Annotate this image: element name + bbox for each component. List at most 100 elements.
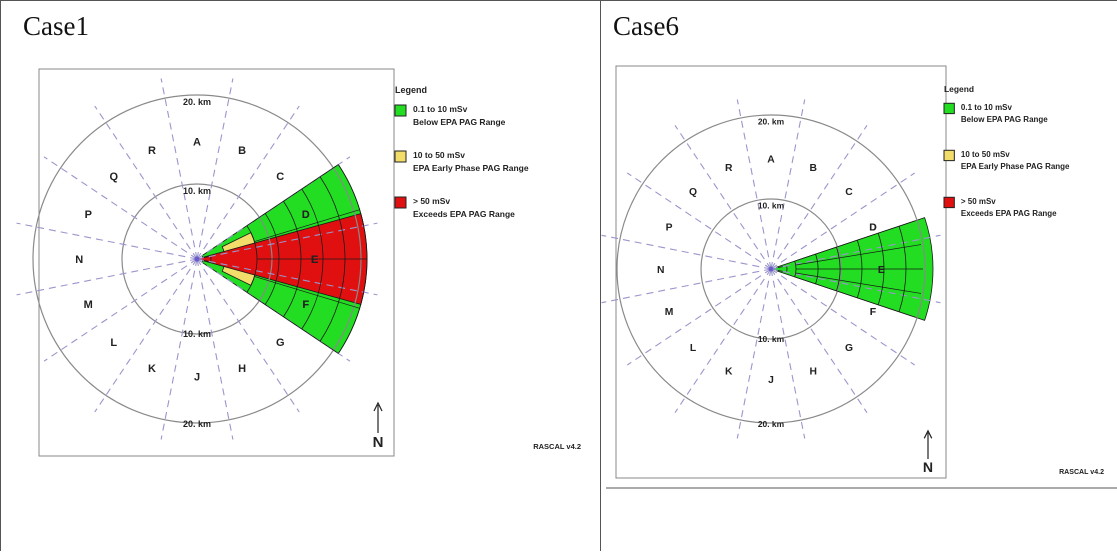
case1-ring-label-outer-bottom: 20. km bbox=[183, 419, 211, 429]
case6-radial-line bbox=[770, 99, 806, 270]
case1-sector-label-P: P bbox=[85, 209, 92, 221]
case6-sector-label-J: J bbox=[768, 375, 774, 386]
case6-sector-label-P: P bbox=[666, 223, 673, 234]
case6-ring-label-inner-top: 10. km bbox=[758, 200, 784, 210]
case1-legend-title: Legend bbox=[395, 85, 427, 95]
case1-radial-line bbox=[43, 156, 198, 260]
case1-radial-line bbox=[43, 258, 198, 362]
case6-sector-label-F: F bbox=[870, 307, 876, 318]
case6-sector-label-E-overlay: E bbox=[878, 265, 885, 276]
case1-legend-range-1: 0.1 to 10 mSv bbox=[413, 104, 468, 114]
case6-legend-desc-1: Below EPA PAG Range bbox=[961, 115, 1048, 124]
case1-radial-line bbox=[196, 258, 351, 362]
case6-sector-label-E: E bbox=[878, 265, 885, 276]
case6-title: Case6 bbox=[613, 11, 679, 41]
case1-sector-label-A: A bbox=[193, 136, 201, 148]
case1-sector-label-L: L bbox=[110, 337, 117, 349]
case1-sector-label-B: B bbox=[238, 145, 246, 157]
case6-north-arrowhead-icon bbox=[923, 429, 933, 439]
case1-sector-label-N: N bbox=[75, 254, 83, 266]
case6-release-point-icon bbox=[768, 266, 774, 272]
case6-radial-line bbox=[736, 99, 772, 270]
case1-radial-line bbox=[16, 222, 198, 260]
case6-legend-swatch-2 bbox=[943, 149, 955, 162]
case1-legend-desc-1: Below EPA PAG Range bbox=[413, 117, 506, 127]
case1-legend-range-2: 10 to 50 mSv bbox=[413, 150, 465, 160]
case6-radial-line bbox=[674, 268, 772, 413]
case1-radial-line bbox=[196, 258, 300, 413]
case1-plume-grid-ray bbox=[254, 209, 360, 242]
case6-sector-label-D-overlay: D bbox=[869, 223, 877, 234]
case1-ring-label-inner-top: 10. km bbox=[183, 186, 211, 196]
case1-sector-label-J: J bbox=[194, 372, 200, 384]
case6-sector-label-Q: Q bbox=[689, 187, 697, 198]
case6-radial-line bbox=[770, 234, 941, 270]
case6-legend-range-2: 10 to 50 mSv bbox=[961, 150, 1010, 159]
case6-sector-label-G: G bbox=[845, 343, 853, 354]
case1-radial-line bbox=[160, 78, 198, 260]
case1-sector-label-E: E bbox=[311, 254, 318, 266]
case6-radial-line bbox=[770, 268, 915, 366]
case6-plume-sector-1 bbox=[773, 265, 788, 273]
case6-sector-label-B: B bbox=[809, 163, 816, 174]
case6-sector-label-L: L bbox=[690, 343, 696, 354]
case6-sector-label-H: H bbox=[809, 367, 816, 378]
case6-plume-grid-ray bbox=[794, 220, 916, 262]
case1-radial-line bbox=[196, 156, 351, 260]
case1-sector-label-D-overlay: D bbox=[302, 209, 310, 221]
case6-plume-diagram: A B C D E F G H J K L M N P Q R 20. km 10. km 10. km 20. km… bbox=[601, 65, 1117, 489]
case6-radial-line bbox=[601, 234, 772, 270]
case6-radial-line bbox=[674, 125, 772, 270]
case1-radial-line bbox=[196, 258, 378, 296]
case1-plume-grid-ray bbox=[246, 292, 339, 354]
case1-legend-swatch-3 bbox=[394, 196, 407, 209]
case1-north-label: N bbox=[373, 434, 384, 451]
case6-ring-label-outer-top: 20. km bbox=[758, 116, 784, 126]
case6-radial-line bbox=[770, 268, 868, 413]
case6-legend-range-3: > 50 mSv bbox=[961, 197, 996, 206]
case6-map-frame bbox=[615, 65, 947, 479]
case1-radial-line bbox=[160, 258, 198, 440]
case6-radial-line bbox=[770, 268, 806, 439]
case6-sector-label-N: N bbox=[657, 265, 664, 276]
case6-sector-label-F-overlay: F bbox=[870, 307, 876, 318]
case1-map-frame bbox=[38, 68, 395, 457]
case6-legend-swatch-1 bbox=[943, 102, 955, 115]
case1-radial-line bbox=[196, 105, 300, 260]
case6-ring-20km bbox=[616, 114, 926, 424]
case1-sector-label-K: K bbox=[148, 363, 156, 375]
case1-radial-line bbox=[196, 258, 234, 440]
case1-sector-label-H: H bbox=[238, 363, 246, 375]
case1-version-label: RASCAL v4.2 bbox=[533, 442, 581, 451]
case6-version-label: RASCAL v4.2 bbox=[1059, 469, 1104, 476]
case6-legend-range-1: 0.1 to 10 mSv bbox=[961, 103, 1013, 112]
case6-ring-label-inner-bottom: 10. km bbox=[758, 334, 784, 344]
case1-legend-desc-3: Exceeds EPA PAG Range bbox=[413, 209, 515, 219]
case6-plume-grid-ray bbox=[795, 244, 922, 266]
case6-radial-line bbox=[601, 268, 772, 304]
case6-legend-title: Legend bbox=[944, 84, 974, 94]
case1-radial-line bbox=[196, 78, 234, 260]
case1-sector-label-C: C bbox=[276, 171, 284, 183]
case6-sector-label-D: D bbox=[869, 223, 877, 234]
case6-legend-desc-3: Exceeds EPA PAG Range bbox=[961, 209, 1057, 218]
case6-legend-desc-2: EPA Early Phase PAG Range bbox=[961, 162, 1070, 171]
case6-radial-line bbox=[736, 268, 772, 439]
case1-ring-label-outer-top: 20. km bbox=[183, 97, 211, 107]
case1-sector-label-G: G bbox=[276, 337, 285, 349]
case1-radial-line bbox=[94, 258, 198, 413]
case1-plume-diagram: A B C D E F G H J K L M N P Q R 20. km 10. km 10. km 20. km… bbox=[16, 68, 581, 457]
case1-plume-grid-arc bbox=[246, 225, 258, 293]
case1-radial-line bbox=[196, 222, 378, 260]
case1-north-arrowhead-icon bbox=[373, 401, 383, 412]
case6-sector-label-R: R bbox=[725, 163, 733, 174]
case1-radial-line bbox=[94, 105, 198, 260]
case1-radial-line bbox=[16, 258, 198, 296]
case6-north-label: N bbox=[923, 459, 933, 475]
case6-radial-line bbox=[770, 172, 915, 270]
case6-radial-line bbox=[770, 268, 941, 304]
case6-radial-line bbox=[770, 125, 868, 270]
case6-sector-label-A: A bbox=[767, 154, 775, 165]
case1-sector-label-E-overlay: E bbox=[311, 254, 318, 266]
case1-legend-swatch-2 bbox=[394, 150, 407, 163]
